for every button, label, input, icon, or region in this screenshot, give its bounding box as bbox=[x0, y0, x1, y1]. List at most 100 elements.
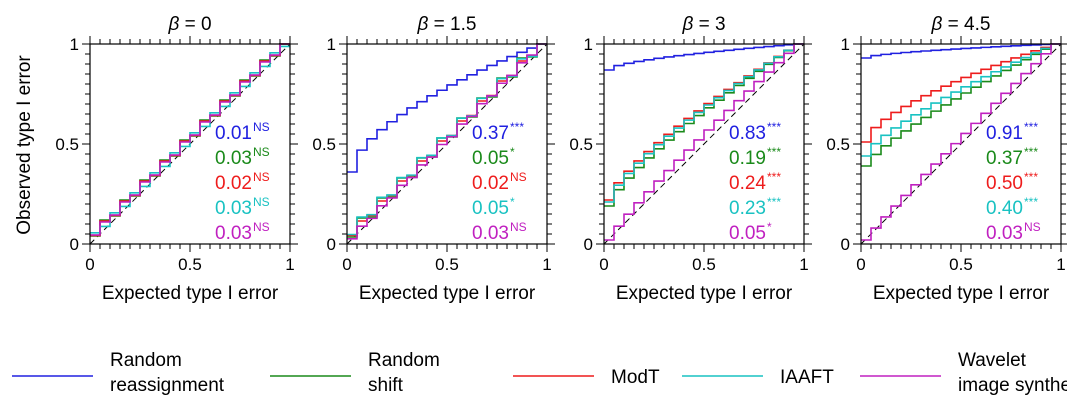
legend-label-line2: shift bbox=[368, 375, 404, 396]
annotation-value: 0.37 bbox=[986, 148, 1023, 169]
x-axis-label: Expected type I error bbox=[102, 283, 279, 304]
annotation-random_shift: 0.05 bbox=[472, 148, 509, 169]
panel-title: β = 0 bbox=[167, 14, 211, 35]
y-tick-label: 0 bbox=[70, 235, 79, 254]
legend-item-random_reassignment: Random reassignment bbox=[12, 350, 225, 396]
y-tick-label: 0 bbox=[327, 235, 336, 254]
annotation-value: 0.05 bbox=[472, 148, 509, 169]
annotation-value: 0.05 bbox=[729, 223, 766, 244]
annotation-modt: 0.50 bbox=[986, 173, 1023, 194]
annotation-value: 0.50 bbox=[986, 173, 1023, 194]
y-tick-label: 0 bbox=[841, 235, 850, 254]
significance-mark: *** bbox=[510, 120, 524, 134]
panel-title: β = 3 bbox=[681, 14, 725, 35]
y-axis-label: Observed type I error bbox=[14, 55, 35, 235]
annotation-value: 0.01 bbox=[215, 123, 252, 144]
annotation-wavelet: 0.03 bbox=[215, 223, 252, 244]
annotation-random_reassignment: 0.91 bbox=[986, 123, 1023, 144]
annotation-value: 0.03 bbox=[215, 198, 252, 219]
legend-label-line2: reassignment bbox=[110, 375, 225, 396]
y-tick-label: 1 bbox=[70, 35, 79, 54]
significance-mark: *** bbox=[1024, 170, 1038, 184]
panel-title: β = 4.5 bbox=[931, 14, 991, 35]
x-tick-label: 1 bbox=[285, 255, 294, 274]
panel-beta-4.5: β = 4.5 00 0.5 0.5 1 1 Expected type I error 0.… bbox=[826, 14, 1067, 304]
x-tick-label: 0.5 bbox=[692, 255, 716, 274]
annotation-value: 0.02 bbox=[472, 173, 509, 194]
beta-value: = 3 bbox=[693, 14, 725, 35]
significance-mark: NS bbox=[253, 145, 270, 159]
x-axis-label: Expected type I error bbox=[359, 283, 536, 304]
annotation-random_reassignment: 0.83 bbox=[729, 123, 766, 144]
annotation-value: 0.03 bbox=[215, 223, 252, 244]
annotation-modt: 0.02 bbox=[472, 173, 509, 194]
annotation-value: 0.03 bbox=[215, 148, 252, 169]
x-tick-label: 1 bbox=[542, 255, 551, 274]
beta-value: = 1.5 bbox=[428, 14, 476, 35]
significance-mark: NS bbox=[253, 220, 270, 234]
series-wavelet bbox=[604, 43, 804, 241]
series-iaaft bbox=[861, 43, 1061, 157]
annotation-value: 0.19 bbox=[729, 148, 766, 169]
series-random_shift bbox=[861, 43, 1061, 167]
significance-mark: NS bbox=[510, 170, 527, 184]
significance-mark: * bbox=[767, 220, 772, 234]
series-iaaft bbox=[604, 43, 804, 203]
significance-mark: *** bbox=[767, 170, 781, 184]
series-random_reassignment bbox=[861, 43, 1061, 59]
legend: Random reassignment Random shift ModT IAAFT Wa… bbox=[12, 350, 1067, 396]
annotation-wavelet: 0.03 bbox=[472, 223, 509, 244]
y-tick-label: 0.5 bbox=[312, 135, 336, 154]
significance-mark: NS bbox=[253, 120, 270, 134]
annotation-value: 0.91 bbox=[986, 123, 1023, 144]
x-tick-label: 0 bbox=[85, 255, 94, 274]
significance-mark: * bbox=[510, 145, 515, 159]
x-axis-label: Expected type I error bbox=[873, 283, 1050, 304]
legend-item-modt: ModT bbox=[513, 367, 660, 388]
significance-mark: NS bbox=[253, 170, 270, 184]
panel-title: β = 1.5 bbox=[417, 14, 477, 35]
annotation-value: 0.24 bbox=[729, 173, 766, 194]
annotation-iaaft: 0.40 bbox=[986, 198, 1023, 219]
identity-line bbox=[603, 43, 805, 245]
annotation-iaaft: 0.23 bbox=[729, 198, 766, 219]
series-modt bbox=[861, 43, 1061, 143]
x-axis-label: Expected type I error bbox=[616, 283, 793, 304]
annotation-random_reassignment: 0.37 bbox=[472, 123, 509, 144]
beta-symbol: β bbox=[931, 14, 943, 35]
panel-beta-0: β = 0 00 0.5 0.5 1 1 Expected type I error 0.01… bbox=[55, 14, 298, 304]
significance-mark: NS bbox=[1024, 220, 1041, 234]
y-tick-label: 0 bbox=[584, 235, 593, 254]
significance-mark: *** bbox=[767, 120, 781, 134]
beta-symbol: β bbox=[681, 14, 693, 35]
annotation-value: 0.02 bbox=[215, 173, 252, 194]
beta-value: = 4.5 bbox=[942, 14, 990, 35]
series-random_reassignment bbox=[604, 43, 804, 71]
y-tick-label: 0.5 bbox=[826, 135, 850, 154]
x-tick-label: 0 bbox=[342, 255, 351, 274]
series-wavelet bbox=[90, 43, 290, 236]
significance-mark: NS bbox=[510, 220, 527, 234]
annotation-wavelet: 0.05 bbox=[729, 223, 766, 244]
panel-beta-3: β = 3 00 0.5 0.5 1 1 Expected type I error 0.83… bbox=[569, 14, 812, 304]
x-tick-label: 0.5 bbox=[949, 255, 973, 274]
legend-label-line1: Random bbox=[368, 350, 440, 371]
annotation-value: 0.83 bbox=[729, 123, 766, 144]
y-tick-label: 1 bbox=[841, 35, 850, 54]
annotation-iaaft: 0.05 bbox=[472, 198, 509, 219]
series-wavelet bbox=[861, 43, 1061, 241]
legend-label-line1: Wavelet bbox=[958, 350, 1027, 371]
annotation-value: 0.05 bbox=[472, 198, 509, 219]
x-tick-label: 0 bbox=[599, 255, 608, 274]
legend-item-wavelet: Wavelet image synthesis bbox=[860, 350, 1067, 396]
x-tick-label: 0.5 bbox=[178, 255, 202, 274]
y-tick-label: 1 bbox=[327, 35, 336, 54]
panel-beta-1.5: β = 1.5 00 0.5 0.5 1 1 Expected type I error 0.… bbox=[312, 14, 555, 304]
x-tick-label: 0 bbox=[856, 255, 865, 274]
significance-mark: *** bbox=[1024, 120, 1038, 134]
legend-item-iaaft: IAAFT bbox=[682, 367, 834, 388]
series-random_reassignment bbox=[347, 43, 547, 173]
legend-item-random_shift: Random shift bbox=[270, 350, 440, 396]
